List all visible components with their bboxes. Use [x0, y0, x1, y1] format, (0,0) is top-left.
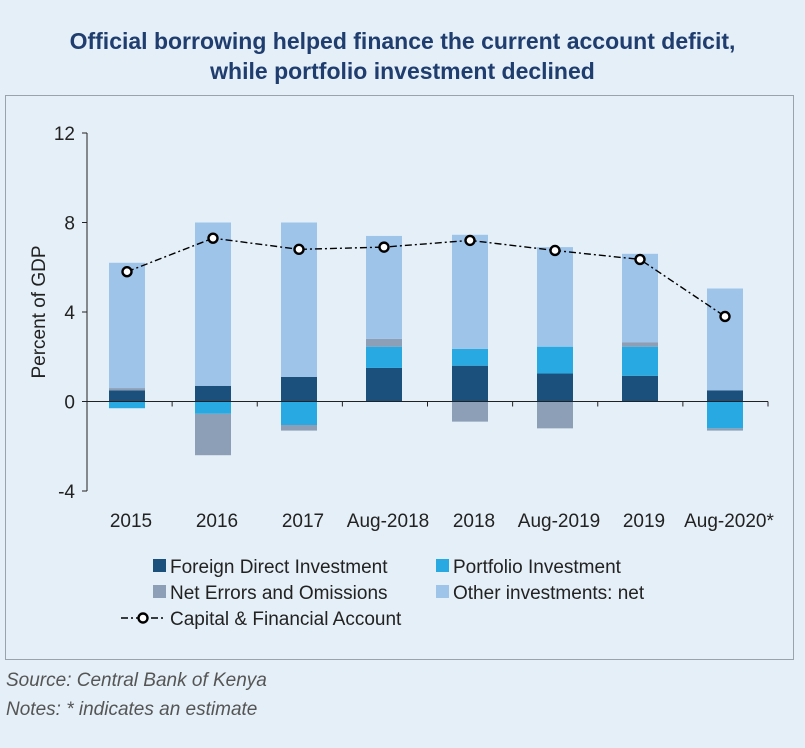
bar-foreign-direct-investment-2019 [622, 375, 658, 402]
bar-net-errors-and-omissions-2017 [281, 424, 317, 431]
point-capital-financial-account-2018 [464, 234, 476, 247]
point-capital-financial-account-2019 [634, 253, 646, 266]
bar-other-investments-net-2018 [452, 234, 488, 349]
point-capital-financial-account-aug-2019 [549, 244, 561, 257]
legend-swatch-other-investments-net [436, 585, 449, 598]
bar-portfolio-investment-2018 [452, 348, 488, 366]
line-layer [121, 232, 731, 323]
bar-foreign-direct-investment-2015 [109, 390, 145, 402]
point-capital-financial-account-2016 [207, 232, 219, 244]
bar-foreign-direct-investment-2016 [195, 385, 231, 402]
bar-portfolio-investment-aug-2019 [537, 346, 573, 374]
axes-layer: -4 0 4 8 12 2015 2016 2017 Aug-2018 2018 Aug-2019 2… [29, 124, 775, 532]
legend-swatch-foreign-direct-investment [153, 559, 166, 572]
bar-foreign-direct-investment-2018 [452, 365, 488, 402]
bar-net-errors-and-omissions-aug-2019 [537, 401, 573, 429]
bar-net-errors-and-omissions-2015 [109, 388, 145, 391]
y-axis-label: Percent of GDP [29, 245, 50, 378]
bar-other-investments-net-aug-2019 [537, 247, 573, 347]
legend-label-foreign-direct-investment: Foreign Direct Investment [170, 557, 388, 578]
x-tick-label-2017: 2017 [282, 511, 324, 532]
legend-swatch-net-errors-and-omissions [153, 585, 166, 598]
point-capital-financial-account-aug-2018 [378, 241, 390, 253]
x-tick-label-2019: 2019 [623, 511, 665, 532]
bar-foreign-direct-investment-aug-2018 [366, 367, 402, 402]
chart-title-line-1: Official borrowing helped finance the cu… [69, 28, 736, 54]
legend-swatch-portfolio-investment [436, 559, 449, 572]
legend-label-other-investments-net: Other investments: net [453, 583, 645, 604]
bar-other-investments-net-2015 [109, 262, 145, 389]
x-tick-label-2018: 2018 [453, 511, 495, 532]
source-note: Source: Central Bank of Kenya [6, 670, 267, 691]
x-tick-label-2016: 2016 [196, 511, 238, 532]
bar-net-errors-and-omissions-2018 [452, 401, 488, 422]
bar-portfolio-investment-2015 [109, 401, 145, 409]
bar-portfolio-investment-2017 [281, 401, 317, 425]
legend-label-portfolio-investment: Portfolio Investment [453, 557, 622, 578]
point-capital-financial-account-aug-2020 [719, 310, 731, 323]
bar-net-errors-and-omissions-2016 [195, 413, 231, 456]
x-tick-label-aug-2020: Aug-2020* [684, 511, 774, 532]
y-tick-label: -4 [58, 482, 75, 503]
bars-layer [109, 222, 743, 456]
bar-portfolio-investment-2016 [195, 401, 231, 414]
chart-title: Official borrowing helped finance the cu… [0, 26, 805, 86]
bar-foreign-direct-investment-2017 [281, 376, 317, 402]
y-tick-label: 8 [64, 214, 75, 235]
bar-foreign-direct-investment-aug-2020 [707, 390, 743, 402]
line-capital-financial-account [126, 237, 726, 318]
bar-net-errors-and-omissions-aug-2020 [707, 428, 743, 431]
point-capital-financial-account-2017 [293, 243, 305, 256]
bar-net-errors-and-omissions-aug-2018 [366, 338, 402, 347]
legend-marker-capital-financial-account [137, 612, 149, 624]
x-tick-label-2015: 2015 [110, 511, 152, 532]
y-tick-label: 12 [54, 124, 75, 145]
bar-portfolio-investment-aug-2018 [366, 346, 402, 368]
x-tick-label-aug-2019: Aug-2019 [518, 511, 600, 532]
y-tick-label: 4 [64, 303, 75, 324]
point-capital-financial-account-2015 [121, 266, 133, 278]
chart-panel [5, 95, 794, 660]
bar-net-errors-and-omissions-2019 [622, 342, 658, 347]
x-tick-label-aug-2018: Aug-2018 [347, 511, 429, 532]
bar-other-investments-net-aug-2020 [707, 288, 743, 391]
legend-label-net-errors-and-omissions: Net Errors and Omissions [170, 583, 388, 604]
bar-other-investments-net-aug-2018 [366, 235, 402, 339]
bar-portfolio-investment-2019 [622, 346, 658, 376]
legend-label-capital-financial-account: Capital & Financial Account [170, 609, 402, 630]
bar-other-investments-net-2019 [622, 253, 658, 343]
chart-title-line-2: while portfolio investment declined [210, 58, 595, 84]
bar-other-investments-net-2016 [195, 222, 231, 386]
legend-layer: Foreign Direct Investment Portfolio Inves… [121, 557, 645, 630]
y-tick-label: 0 [64, 393, 75, 414]
notes-text: Notes: * indicates an estimate [6, 699, 258, 720]
bar-foreign-direct-investment-aug-2019 [537, 373, 573, 402]
bar-portfolio-investment-aug-2020 [707, 401, 743, 429]
